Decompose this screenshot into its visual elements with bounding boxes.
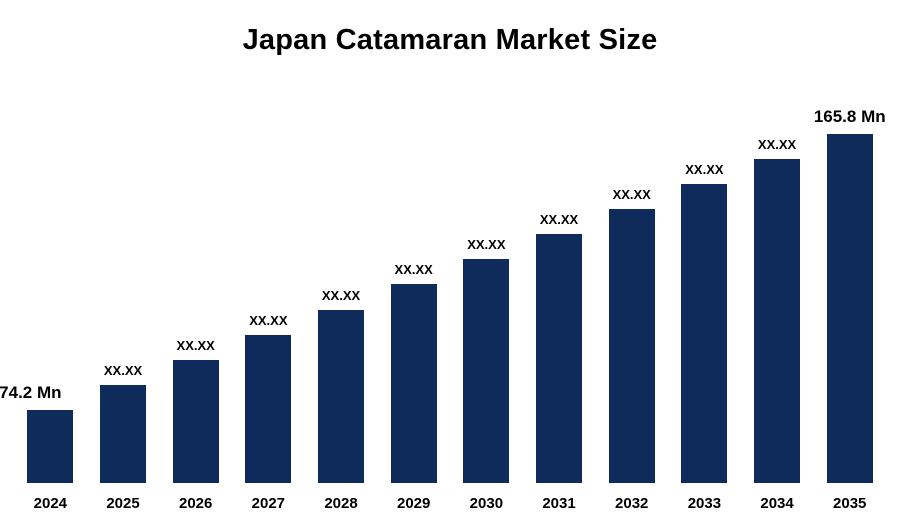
bar [608,209,655,483]
bar-group: XX.XX 2031 [523,57,596,517]
bar-group: 165.8 Mn 2035 [813,57,886,517]
bar-group: XX.XX 2027 [232,57,305,517]
x-tick-label: 2029 [397,495,431,512]
bar [27,410,74,483]
plot-area: 74.2 Mn 2024 XX.XX 2025 XX.XX 2026 XX.XX 2027 XX… [0,57,900,525]
bar-group: XX.XX 2026 [159,57,232,517]
chart-title: Japan Catamaran Market Size [242,24,658,56]
bar-value-label: XX.XX [539,212,579,227]
bar [463,259,510,483]
bar-group: XX.XX 2025 [87,57,160,517]
x-tick-label: 2032 [615,495,649,512]
bar [172,360,219,483]
bar [754,159,801,483]
bar-group: XX.XX 2034 [741,57,814,517]
x-tick-label: 2025 [106,495,140,512]
bar-value-label: XX.XX [176,338,215,353]
x-tick-label: 2033 [687,495,722,512]
bar-value-label: XX.XX [685,162,724,177]
bar-group: XX.XX 2029 [377,57,450,517]
bar [826,134,873,483]
x-tick-label: 2024 [33,495,68,512]
x-tick-label: 2034 [760,495,794,512]
bar-value-label: XX.XX [394,262,433,277]
bar-group: XX.XX 2032 [595,57,668,517]
bar-value-label: 74.2 Mn [0,383,62,402]
bar [536,234,583,483]
bar-value-label: XX.XX [249,313,288,328]
bar [681,184,728,483]
bar-group: XX.XX 2033 [668,57,741,517]
x-tick-label: 2031 [542,495,576,512]
bar-value-label: 165.8 Mn [813,107,886,126]
x-tick-label: 2030 [469,495,504,512]
bar-group: 74.2 Mn 2024 [0,57,87,517]
x-tick-label: 2027 [251,495,286,512]
bar-group: XX.XX 2030 [450,57,523,517]
x-tick-label: 2035 [833,495,867,512]
bar-value-label: XX.XX [612,187,651,202]
bar-value-label: XX.XX [321,288,361,303]
bar [245,335,292,483]
bar [100,385,146,483]
x-tick-label: 2026 [178,495,213,512]
x-tick-label: 2028 [324,495,358,512]
bar-group: XX.XX 2028 [305,57,378,517]
bar-value-label: XX.XX [467,237,506,252]
bar [318,310,365,483]
bar [390,284,437,483]
bar-value-label: XX.XX [103,363,143,378]
bar-value-label: XX.XX [757,137,797,152]
